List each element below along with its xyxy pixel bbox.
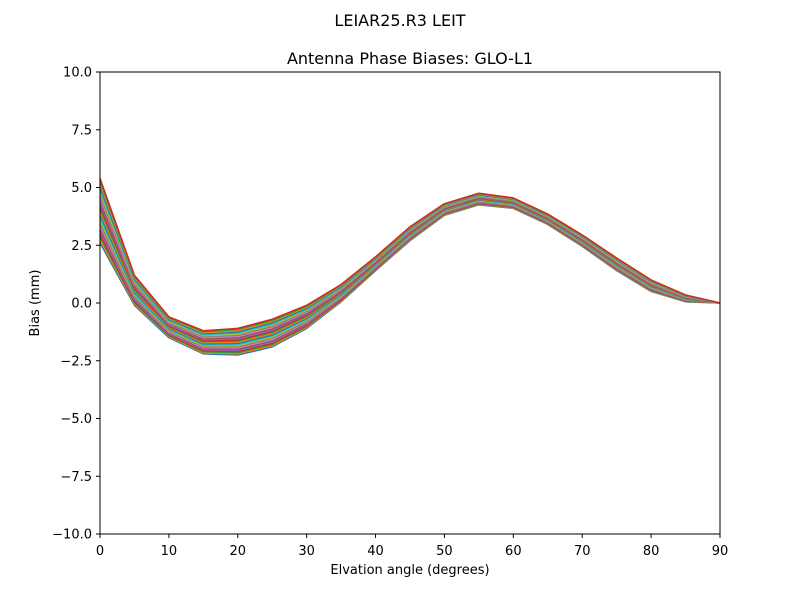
chart-title: Antenna Phase Biases: GLO-L1 — [287, 49, 533, 68]
y-tick-label: −2.5 — [60, 354, 92, 369]
x-tick-label: 0 — [96, 544, 104, 559]
y-tick-label: −5.0 — [60, 412, 92, 427]
x-axis-label: Elvation angle (degrees) — [330, 563, 489, 578]
y-tick-label: 0.0 — [71, 297, 92, 312]
y-tick-label: 2.5 — [71, 239, 92, 254]
x-tick-label: 80 — [643, 544, 660, 559]
x-tick-label: 40 — [367, 544, 384, 559]
x-tick-label: 90 — [712, 544, 729, 559]
x-tick-label: 30 — [298, 544, 315, 559]
y-tick-label: 10.0 — [63, 66, 92, 81]
y-tick-label: −7.5 — [60, 470, 92, 485]
x-tick-label: 60 — [505, 544, 522, 559]
suptitle: LEIAR25.R3 LEIT — [334, 11, 465, 30]
series-layer — [99, 178, 721, 356]
y-tick-label: −10.0 — [52, 528, 92, 543]
y-tick-label: 7.5 — [71, 123, 92, 138]
x-axis: 0 10 20 30 40 50 60 70 80 90 — [96, 534, 728, 559]
x-tick-label: 50 — [436, 544, 453, 559]
x-tick-label: 70 — [574, 544, 591, 559]
x-tick-label: 20 — [230, 544, 247, 559]
y-axis-label: Bias (mm) — [28, 270, 43, 337]
y-axis: −10.0 −7.5 −5.0 −2.5 0.0 2.5 5.0 7.5 10.0 — [52, 66, 100, 543]
series-line-24 — [99, 178, 721, 332]
y-tick-label: 5.0 — [71, 181, 92, 196]
x-tick-label: 10 — [161, 544, 178, 559]
